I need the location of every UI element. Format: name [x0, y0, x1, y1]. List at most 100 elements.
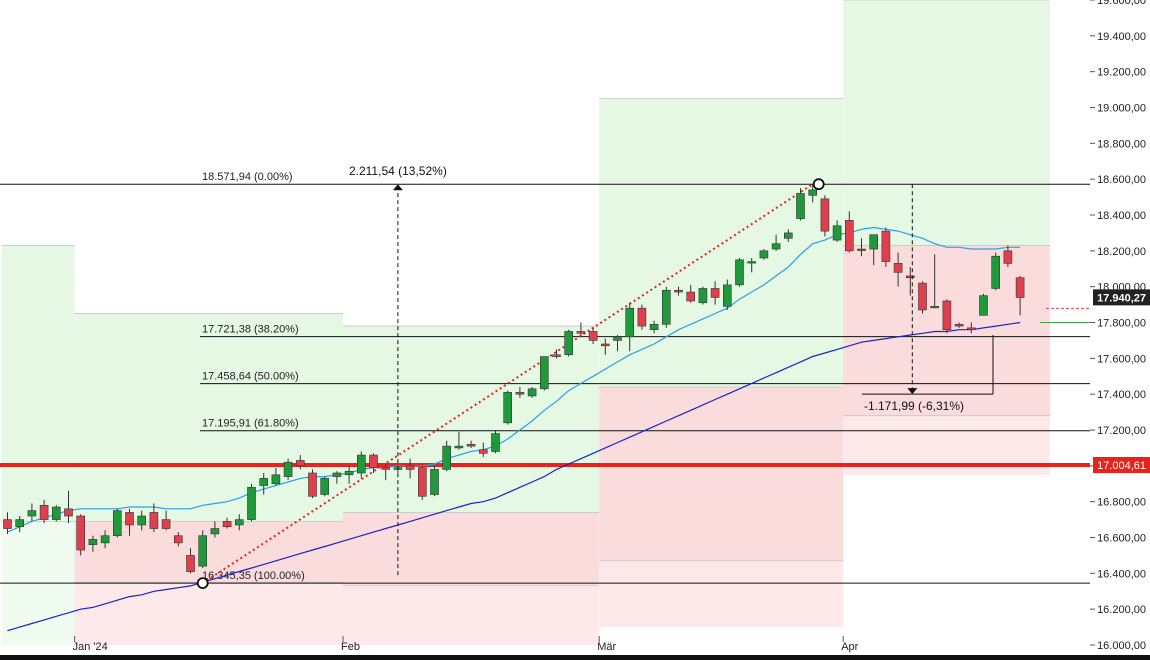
candle-body-68: [832, 225, 842, 241]
candle-body-82: [1003, 250, 1013, 264]
candle-body-61: [747, 261, 757, 264]
candle-body-22: [271, 474, 281, 485]
candle-body-6: [76, 515, 85, 551]
candle-body-64: [783, 232, 793, 239]
candle-body-65: [796, 193, 805, 219]
ma-long-line: [7, 321, 1021, 632]
candle-body-20: [247, 487, 256, 520]
candle-body-75: [918, 282, 927, 311]
y-tick-label-7: 17.400,00: [1097, 389, 1146, 401]
candle-body-19: [235, 519, 244, 526]
last-price-label: 17.940,27: [1097, 292, 1146, 304]
candle-body-74: [905, 275, 915, 279]
candle-body-11: [137, 515, 146, 526]
candle-body-80: [979, 295, 988, 316]
candle-body-81: [991, 255, 1001, 289]
y-tick-label-17: 19.400,00: [1097, 31, 1146, 43]
zone-layer: [1, 0, 1050, 645]
candle-body-24: [295, 460, 305, 467]
zone-8: [599, 98, 844, 388]
measure-up-arrow: [392, 184, 403, 191]
support-price-label: 17.004,61: [1097, 460, 1146, 472]
candle-body-12: [149, 512, 159, 529]
candle-body-14: [174, 535, 183, 544]
y-tick-label-9: 17.800,00: [1097, 318, 1146, 330]
candle-body-9: [113, 510, 122, 537]
support-price-tag: [1093, 457, 1150, 474]
fib-label-4: 16.345,35 (100.00%): [202, 570, 305, 582]
zone-7: [343, 585, 600, 645]
candle-body-44: [539, 356, 549, 390]
measure-down-label: -1.171,99 (-6,31%): [864, 399, 964, 413]
candle-body-78: [954, 323, 964, 327]
zone-5: [343, 326, 600, 513]
candle-body-31: [381, 467, 391, 470]
candle-body-42: [515, 392, 525, 395]
candle-body-16: [198, 535, 207, 567]
candle-body-21: [259, 478, 269, 486]
candle-body-69: [844, 220, 854, 252]
candle-body-28: [344, 470, 354, 476]
candle-body-79: [966, 327, 976, 330]
candle-body-29: [356, 454, 366, 474]
candle-body-76: [930, 306, 940, 309]
candle-body-37: [454, 445, 464, 449]
candle-body-77: [942, 300, 952, 330]
candle-body-25: [308, 472, 317, 497]
candle-body-58: [710, 288, 720, 298]
fib-label-3: 17.195,91 (61.80%): [202, 418, 299, 430]
candle-body-35: [430, 469, 439, 495]
candle-body-23: [283, 461, 293, 477]
candle-body-47: [576, 331, 586, 334]
candle-body-33: [405, 465, 415, 470]
candle-layer: [3, 184, 1025, 574]
candle-body-40: [491, 433, 500, 452]
candle-body-41: [503, 392, 513, 424]
candle-body-5: [64, 508, 73, 517]
candle-body-60: [735, 259, 744, 286]
candle-body-7: [88, 538, 98, 545]
fib-label-2: 17.458,64 (50.00%): [202, 371, 299, 383]
zone-11: [843, 0, 1050, 246]
candle-body-39: [478, 449, 488, 454]
trend-line: [202, 183, 814, 584]
y-tick-label-18: 19.600,00: [1097, 0, 1146, 7]
fibonacci-layer: 18.571,94 (0.00%) 17.721,38 (38.20%) 17.45…: [0, 171, 1090, 584]
candle-body-2: [27, 510, 37, 517]
x-tick-label-3: Apr: [841, 641, 858, 653]
x-tick-label-2: Mär: [597, 641, 616, 653]
candle-body-50: [613, 336, 622, 341]
y-tick-label-6: 17.200,00: [1097, 425, 1146, 437]
y-tick-label-4: 16.800,00: [1097, 497, 1146, 509]
candle-body-66: [808, 189, 818, 196]
candle-body-51: [625, 307, 635, 338]
candle-body-36: [442, 445, 452, 470]
last-price-tag: [1093, 289, 1150, 306]
x-tick-label-0: Jan '24: [73, 641, 108, 653]
candle-body-4: [51, 506, 61, 520]
candle-body-10: [125, 512, 134, 526]
candle-body-57: [698, 288, 708, 304]
y-tick-label-0: 16.000,00: [1097, 640, 1146, 652]
zone-4: [74, 582, 343, 645]
candle-body-18: [222, 521, 232, 528]
candle-body-46: [564, 331, 574, 356]
fib-label-1: 17.721,38 (38.20%): [202, 324, 299, 336]
measure-down-arrow: [907, 388, 918, 395]
y-tick-label-16: 19.200,00: [1097, 67, 1146, 79]
candle-body-17: [210, 528, 220, 535]
candle-body-73: [893, 263, 903, 273]
candle-body-59: [722, 284, 732, 307]
candle-body-56: [686, 291, 696, 302]
candle-body-63: [771, 243, 781, 250]
zone-6: [343, 512, 600, 586]
overlay-layer: 2.211,54 (13,52%) -1.171,99 (-6,31%): [349, 164, 1090, 576]
candle-body-45: [552, 354, 561, 357]
candle-body-55: [674, 289, 683, 293]
zone-9: [599, 387, 844, 561]
candle-body-3: [39, 504, 49, 520]
candle-body-49: [600, 343, 610, 347]
y-tick-label-8: 17.600,00: [1097, 353, 1146, 365]
